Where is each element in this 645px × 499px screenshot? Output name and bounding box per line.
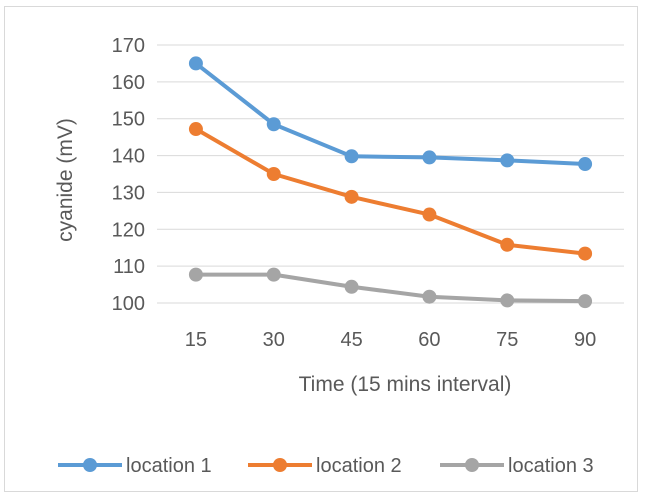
series-location-1 [188,56,593,172]
series-line [193,127,588,256]
data-point [500,153,515,168]
series-location-2 [188,122,593,261]
legend-item: location 1 [58,455,212,477]
y-tick-label: 110 [113,256,145,278]
y-tick-label: 160 [112,72,145,94]
x-axis-ticks: 15 30 45 60 75 90 [185,329,596,351]
x-tick-label: 30 [263,329,285,351]
series-lines [188,56,593,309]
data-point [344,279,359,294]
data-point [266,167,281,181]
y-tick-label: 100 [112,293,145,315]
data-point [266,267,281,282]
y-tick-label: 120 [112,219,145,241]
data-point [422,207,437,222]
series-line [193,61,588,167]
grid-lines [157,44,624,304]
y-tick-label: 140 [112,146,145,168]
data-point [578,157,593,172]
legend-item: location 3 [440,455,594,477]
data-point [500,293,515,308]
y-axis-ticks: 100 110 120 130 140 150 160 170 [112,35,145,315]
data-point [578,294,593,309]
legend-marker [83,458,97,472]
x-tick-label: 90 [574,329,596,351]
legend-label: location 3 [508,455,594,477]
x-tick-label: 45 [340,329,362,351]
legend-label: location 1 [126,455,212,477]
y-tick-label: 170 [112,35,145,57]
data-point [344,189,359,204]
data-point [188,122,203,137]
data-point [422,150,437,165]
x-tick-label: 15 [185,329,207,351]
legend: location 1 location 2 location 3 [58,455,594,477]
legend-marker [465,458,479,472]
data-point [344,149,359,164]
data-point [188,267,203,282]
x-tick-label: 75 [496,329,518,351]
x-tick-label: 60 [418,329,440,351]
data-point [266,117,281,132]
legend-marker [273,458,287,472]
x-axis-label: Time (15 mins interval) [299,373,512,396]
data-point [422,289,437,304]
legend-label: location 2 [316,455,402,477]
y-tick-label: 150 [112,109,145,131]
legend-item: location 2 [248,455,402,477]
series-location-3 [188,267,593,309]
y-axis-label: cyanide (mV) [54,118,77,242]
data-point [500,237,515,252]
data-point [188,56,203,71]
series-line [193,272,588,304]
data-point [578,246,593,261]
y-tick-label: 130 [112,182,145,204]
